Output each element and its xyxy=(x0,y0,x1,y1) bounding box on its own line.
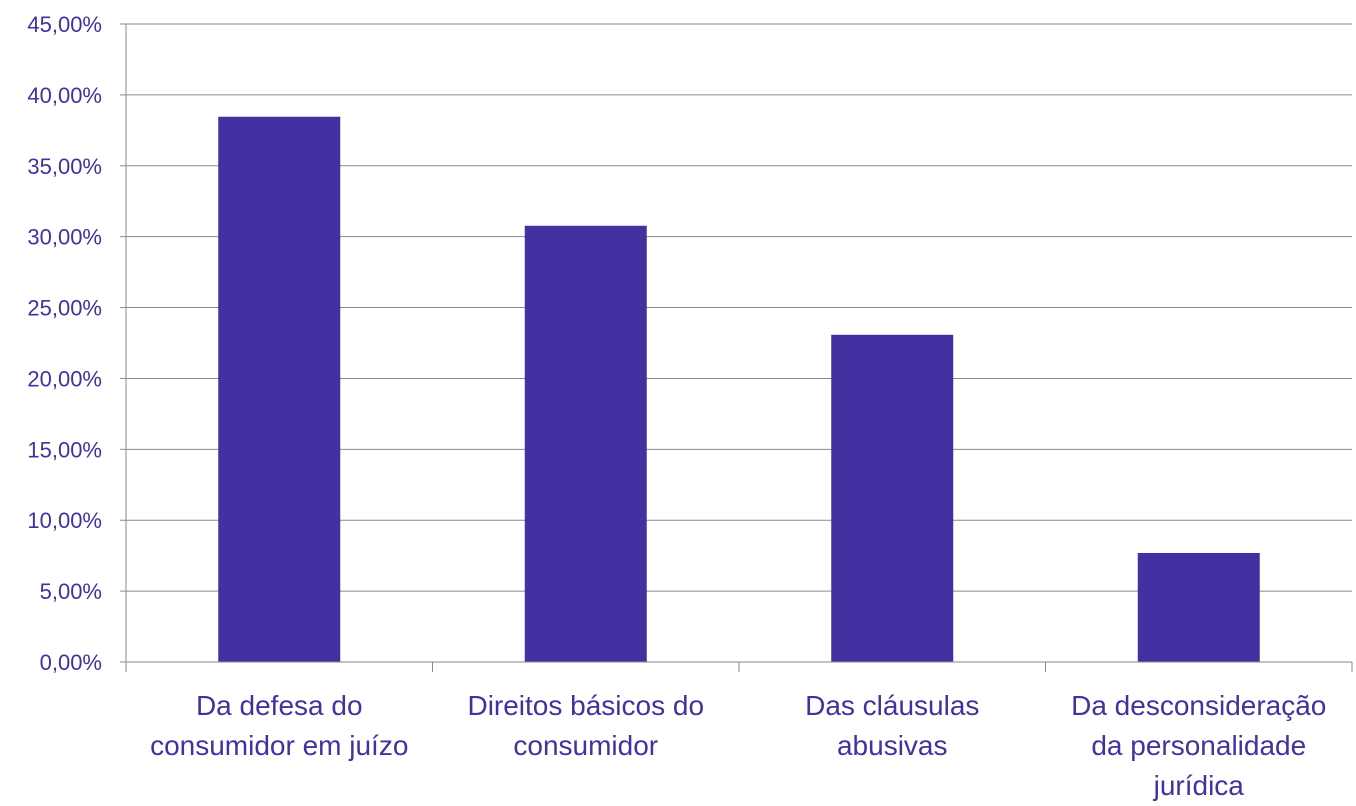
category-label-line: consumidor em juízo xyxy=(150,730,408,761)
category-label-line: Das cláusulas xyxy=(805,690,979,721)
category-label-line: Da desconsideração xyxy=(1071,690,1326,721)
y-tick-label: 40,00% xyxy=(27,83,102,108)
y-tick-label: 20,00% xyxy=(27,366,102,391)
axes xyxy=(120,23,1353,672)
category-label-line: Direitos básicos do xyxy=(467,690,704,721)
y-tick-label: 0,00% xyxy=(40,650,102,675)
category-label-line: jurídica xyxy=(1153,770,1245,801)
category-label: Da defesa do consumidor em juízo xyxy=(150,690,408,761)
category-labels: Da defesa do consumidor em juízo Direitos … xyxy=(150,690,1326,801)
y-tick-label: 25,00% xyxy=(27,296,102,321)
y-tick-label: 5,00% xyxy=(40,579,102,604)
bar xyxy=(218,116,341,663)
bar xyxy=(831,334,954,662)
y-tick-label: 45,00% xyxy=(27,12,102,37)
category-label: Da desconsideração da personalidade jurídi… xyxy=(1071,690,1326,801)
category-label-line: da personalidade xyxy=(1091,730,1306,761)
y-tick-labels: 0,00% 5,00% 10,00% 15,00% 20,00% 25,00% 30,00%… xyxy=(27,12,102,675)
y-tick-label: 15,00% xyxy=(27,437,102,462)
category-label-line: abusivas xyxy=(837,730,948,761)
category-label-line: consumidor xyxy=(513,730,658,761)
bars xyxy=(218,116,1260,663)
category-label: Das cláusulas abusivas xyxy=(805,690,979,761)
y-tick-label: 10,00% xyxy=(27,508,102,533)
y-tick-label: 35,00% xyxy=(27,154,102,179)
bar xyxy=(524,225,647,663)
category-label: Direitos básicos do consumidor xyxy=(467,690,704,761)
y-tick-label: 30,00% xyxy=(27,225,102,250)
category-label-line: Da defesa do xyxy=(196,690,363,721)
bar xyxy=(1137,552,1260,662)
